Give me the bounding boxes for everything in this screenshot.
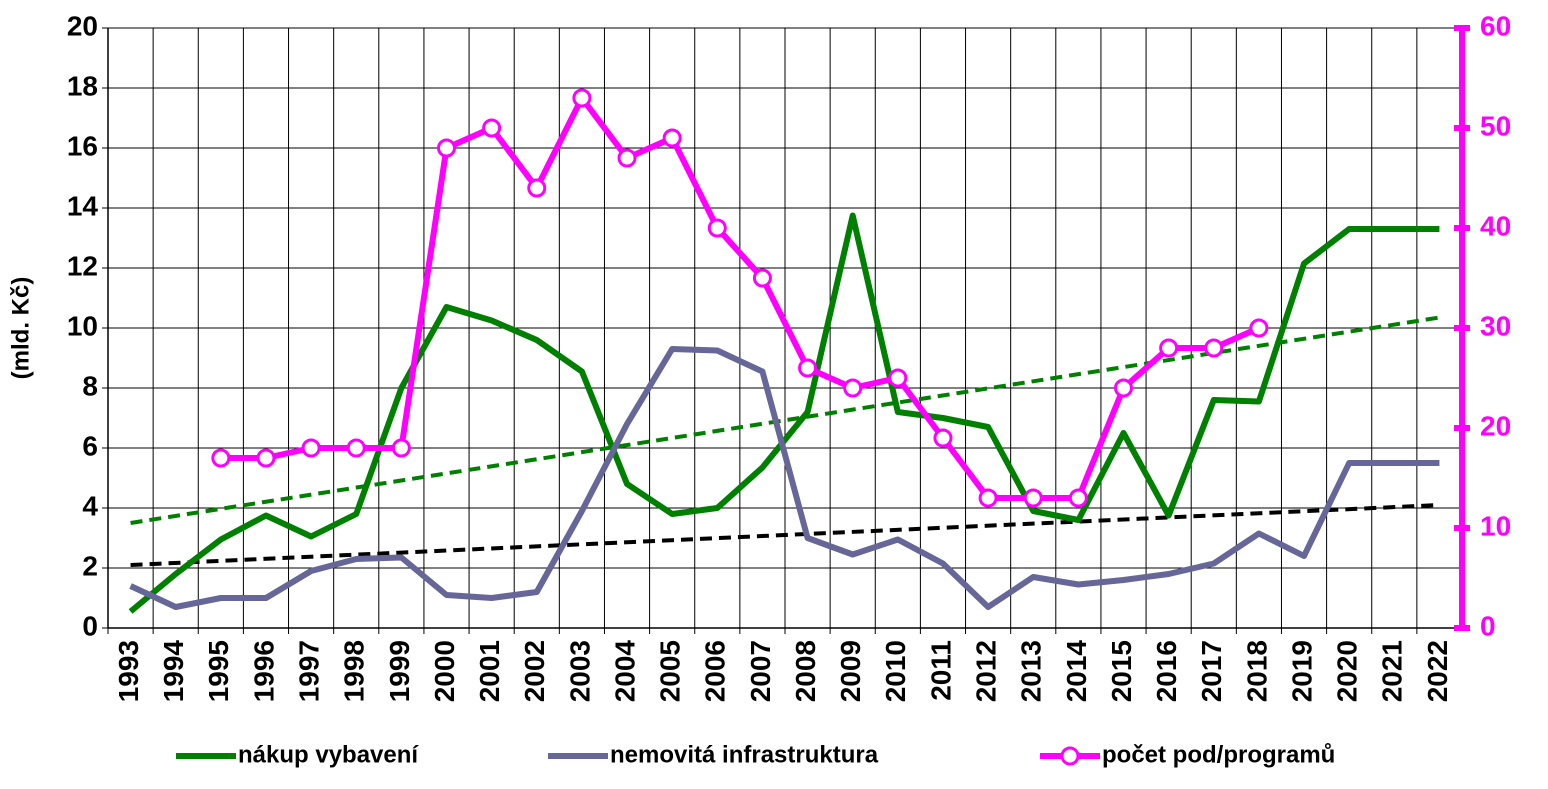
series-marker [256,448,276,468]
y2-tick-label: 60 [1480,10,1511,41]
x-tick-label: 2013 [1016,640,1047,702]
series-marker [527,178,547,198]
y2-tick-label: 0 [1480,610,1496,641]
x-tick-label: 2018 [1241,640,1272,702]
y2-tick-label: 50 [1480,110,1511,141]
y-tick-label: 14 [67,190,99,221]
x-tick-label: 2001 [474,640,505,702]
legend-label: nákup vybavení [238,741,419,768]
series-marker [346,438,366,458]
x-tick-label: 2004 [609,640,640,703]
series-marker [1068,488,1088,508]
series-marker [798,358,818,378]
y2-tick-label: 10 [1480,510,1511,541]
x-tick-label: 2005 [655,640,686,702]
series-marker [752,268,772,288]
x-tick-label: 2008 [790,640,821,702]
series-marker [391,438,411,458]
series-marker [843,378,863,398]
y-tick-label: 8 [82,370,98,401]
y2-tick-label: 40 [1480,210,1511,241]
series-marker [617,148,637,168]
x-tick-label: 2015 [1106,640,1137,702]
y-tick-label: 4 [82,490,98,521]
x-tick-label: 2019 [1286,640,1317,702]
series-marker [1114,378,1133,398]
series-line [128,212,1440,614]
y-tick-label: 16 [67,130,98,161]
y-tick-label: 10 [67,310,98,341]
series-marker [662,128,682,148]
x-tick-label: 2000 [429,640,460,702]
x-tick-label: 1994 [158,640,189,703]
y-tick-label: 6 [82,430,98,461]
legend-label: nemovitá infrastruktura [610,741,879,768]
series-marker [301,438,321,458]
series-marker [437,138,456,158]
y-axis-label: (mld. Kč) [7,277,34,380]
series-marker [1159,338,1179,358]
series-line [129,346,1440,610]
x-tick-label: 2022 [1422,640,1453,702]
series-marker [1249,318,1269,338]
x-tick-label: 2009 [835,640,866,702]
x-tick-label: 1999 [384,640,415,702]
y-tick-label: 20 [67,10,98,41]
x-tick-label: 1996 [248,640,279,702]
y-tick-label: 18 [67,70,98,101]
x-tick-label: 2017 [1196,640,1227,702]
y2-tick-label: 20 [1480,410,1511,441]
x-tick-label: 2003 [564,640,595,702]
x-tick-label: 2007 [745,640,776,702]
x-tick-label: 2020 [1332,640,1363,702]
x-tick-label: 2011 [925,640,956,701]
y-tick-label: 2 [82,550,98,581]
x-tick-label: 2014 [1061,640,1092,703]
x-tick-label: 2002 [519,640,550,702]
series-marker [211,448,231,468]
series-marker [707,218,727,238]
x-tick-label: 2016 [1151,640,1182,702]
legend-marker [1060,746,1080,766]
series-marker [1204,338,1224,358]
series-marker [482,118,502,138]
x-tick-label: 2012 [970,640,1001,702]
series-marker [1023,488,1043,508]
y2-tick-label: 30 [1480,310,1511,341]
series-marker [888,368,908,388]
y-tick-label: 0 [82,610,98,641]
x-tick-label: 2021 [1377,640,1408,702]
series-marker [978,488,998,508]
x-tick-label: 2006 [700,640,731,702]
x-tick-label: 1993 [113,640,144,702]
x-tick-label: 2010 [880,640,911,702]
x-tick-label: 1997 [293,640,324,702]
x-tick-label: 1995 [203,640,234,702]
series-marker [933,428,953,448]
trendline [130,503,1440,567]
legend-label: počet pod/programů [1102,741,1335,768]
series-marker [572,88,592,108]
y-tick-label: 12 [67,250,98,281]
x-tick-label: 1998 [339,640,370,702]
